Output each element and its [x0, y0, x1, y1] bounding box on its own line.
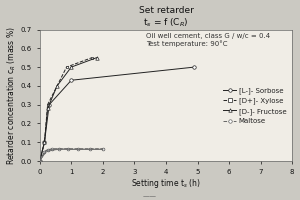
Y-axis label: Retarder concentration c$_R$ (mass %): Retarder concentration c$_R$ (mass %): [6, 26, 18, 165]
Legend: [L-]- Sorbose, [D+]- Xylose, [D-]- Fructose, Maltose: [L-]- Sorbose, [D+]- Xylose, [D-]- Fruct…: [223, 87, 286, 124]
Title: Set retarder
t$_s$ = f (C$_R$): Set retarder t$_s$ = f (C$_R$): [139, 6, 194, 29]
Text: Oil well cement, class G / w/c = 0.4
Test temperature: 90°C: Oil well cement, class G / w/c = 0.4 Tes…: [146, 33, 270, 47]
Text: ——: ——: [143, 193, 157, 199]
X-axis label: Setting time t$_s$ (h): Setting time t$_s$ (h): [131, 177, 201, 190]
